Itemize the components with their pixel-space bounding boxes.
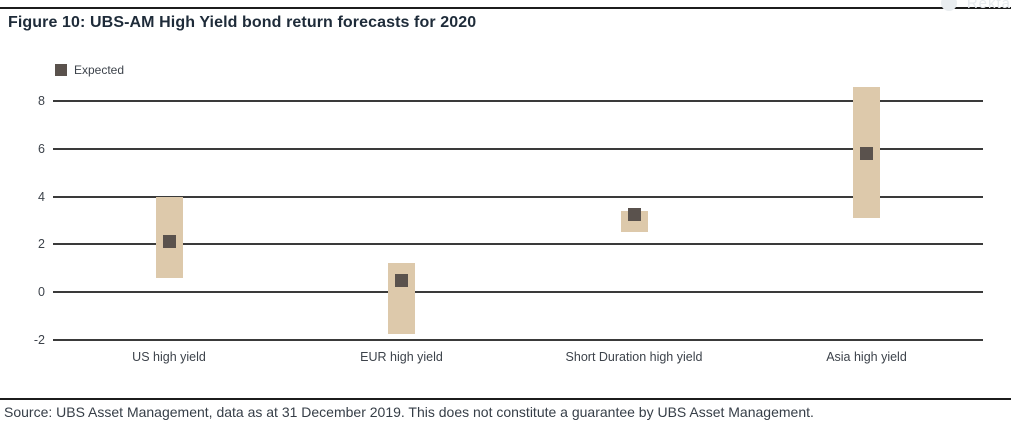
gridline — [53, 195, 983, 198]
x-category-label: US high yield — [132, 350, 206, 364]
watermark-text: Rekta — [966, 0, 1011, 12]
expected-marker — [627, 207, 641, 221]
y-axis-tick-label: 0 — [38, 285, 45, 299]
x-category-label: EUR high yield — [360, 350, 443, 364]
gridline — [53, 338, 983, 341]
y-axis-tick-label: 8 — [38, 94, 45, 109]
range-bar — [620, 210, 648, 233]
legend-label: Expected — [74, 63, 125, 77]
y-axis-tick-label: 2 — [38, 237, 45, 252]
watermark: Rekta — [940, 0, 1011, 13]
expected-marker — [395, 273, 409, 287]
expected-marker — [860, 147, 874, 161]
source-note: Source: UBS Asset Management, data as at… — [4, 404, 814, 420]
y-axis-tick-label: 4 — [38, 189, 45, 204]
y-axis-tick-label: -2 — [33, 332, 45, 347]
top-rule — [0, 7, 1011, 9]
gridline — [53, 291, 983, 293]
gridline — [53, 243, 983, 246]
x-category-label: Short Duration high yield — [565, 350, 703, 364]
y-axis-tick-label: 6 — [38, 141, 45, 156]
bottom-rule — [0, 398, 1011, 400]
figure-title: Figure 10: UBS-AM High Yield bond return… — [8, 14, 477, 31]
legend-swatch-expected-icon — [55, 64, 67, 76]
legend: Expected — [55, 63, 124, 77]
watermark-dot-icon — [940, 0, 957, 11]
plot-area: -2 0 2 4 6 8 US high yield EUR high yield Short … — [34, 85, 983, 364]
x-category-label: Asia high yield — [826, 350, 907, 364]
gridline — [53, 147, 983, 150]
expected-marker — [162, 235, 176, 249]
gridline — [53, 100, 983, 103]
